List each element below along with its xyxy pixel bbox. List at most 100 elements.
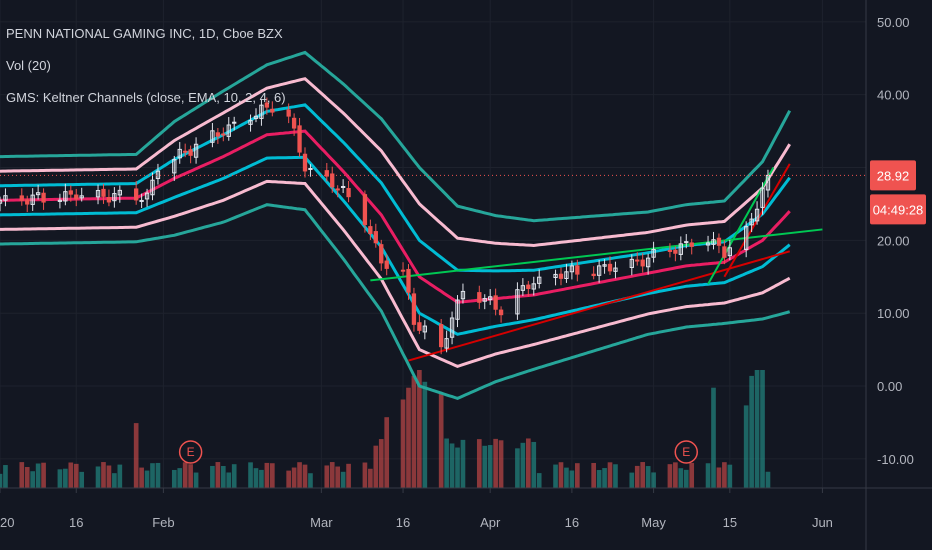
volume-bar (482, 445, 488, 488)
keltner-band (0, 179, 791, 369)
candle (754, 201, 760, 225)
volume-bar (476, 439, 482, 488)
candle (172, 155, 177, 181)
candle (722, 240, 727, 265)
volume-bar (575, 463, 580, 488)
volume-bar (231, 464, 237, 488)
candle (744, 221, 749, 258)
x-tick-label: 15 (723, 515, 737, 530)
candle (760, 182, 765, 215)
candle (667, 243, 673, 258)
candle (613, 261, 618, 279)
volume-bar (749, 375, 754, 488)
volume-bar (117, 464, 123, 488)
volume-bar (297, 462, 302, 488)
volume-bar (362, 462, 368, 488)
candle (531, 276, 536, 296)
candle (673, 246, 678, 262)
keltner-basis (0, 129, 791, 304)
volume-bar (35, 463, 41, 488)
volume-bar (683, 469, 689, 488)
volume-bar (112, 473, 117, 488)
candle (63, 183, 68, 206)
volume-bar (340, 471, 346, 488)
candle (684, 234, 689, 249)
symbol-legend[interactable]: PENN NATIONAL GAMING INC, 1D, Cboe BZX (6, 26, 283, 41)
candle (19, 188, 24, 206)
candle (144, 188, 150, 207)
candle (678, 236, 683, 261)
candle (264, 97, 270, 115)
candle (629, 254, 634, 276)
candle (259, 99, 264, 126)
volume-bar (400, 399, 406, 488)
keltner-band (0, 155, 791, 336)
volume-bar (449, 443, 455, 488)
candle (537, 269, 542, 289)
volume-bar (19, 462, 25, 488)
volume-bar (498, 440, 504, 488)
keltner-band (0, 50, 792, 223)
volume-bar (602, 468, 607, 488)
candle (221, 127, 226, 142)
x-axis[interactable]: 2020 16 Feb Mar 16 Apr 16 May 15 Jun (0, 488, 833, 530)
volume-bar (716, 467, 722, 488)
earnings-marker[interactable]: E (674, 440, 699, 464)
candle (324, 162, 329, 182)
volume-bar (139, 467, 144, 488)
trendline-red[interactable] (408, 250, 791, 362)
candle (35, 184, 41, 200)
candle (596, 259, 602, 283)
keltner-band (0, 103, 791, 273)
candle (183, 143, 188, 158)
candle (373, 223, 378, 248)
volume-bar (95, 466, 101, 488)
volume-bar (711, 387, 716, 488)
candle (177, 142, 182, 164)
candle (575, 259, 580, 282)
candle (362, 190, 368, 233)
keltner-band (0, 203, 791, 401)
volume-bar (406, 387, 411, 488)
volume-bar (520, 442, 526, 488)
candle (215, 127, 221, 144)
volume-bar (525, 438, 531, 488)
volume-bar (760, 370, 765, 488)
candle (493, 288, 498, 316)
volume-bar (150, 463, 155, 488)
volume-bar (368, 468, 373, 488)
candle (711, 231, 716, 250)
candle (384, 254, 389, 276)
candle (520, 278, 526, 296)
x-tick-label: 16 (565, 515, 579, 530)
volume-bar (727, 464, 733, 488)
candle (368, 219, 373, 240)
volume-bar (68, 462, 74, 488)
volume-bar (422, 381, 428, 488)
volume-legend[interactable]: Vol (20) (6, 58, 51, 73)
volume-bar (384, 417, 390, 488)
volume-bar (308, 473, 313, 488)
earnings-marker[interactable]: E (178, 440, 203, 464)
candle (210, 122, 215, 148)
x-tick-label: 16 (396, 515, 410, 530)
candle (25, 195, 30, 213)
candle (330, 166, 335, 193)
x-tick-label: Feb (152, 515, 174, 530)
volume-bar (645, 466, 651, 488)
candlesticks (0, 97, 771, 355)
volume-bar (215, 462, 221, 488)
volume-bar (754, 370, 760, 488)
volume-bar (226, 472, 232, 488)
volume-bar (248, 462, 253, 488)
volume-bar (438, 393, 444, 488)
candle (112, 187, 117, 208)
candle (41, 188, 46, 210)
x-tick-label: 2020 (0, 515, 14, 530)
volume-bar (291, 467, 297, 488)
indicator-legend[interactable]: GMS: Keltner Channels (close, EMA, 10, 2… (6, 90, 286, 105)
candle (498, 306, 504, 323)
